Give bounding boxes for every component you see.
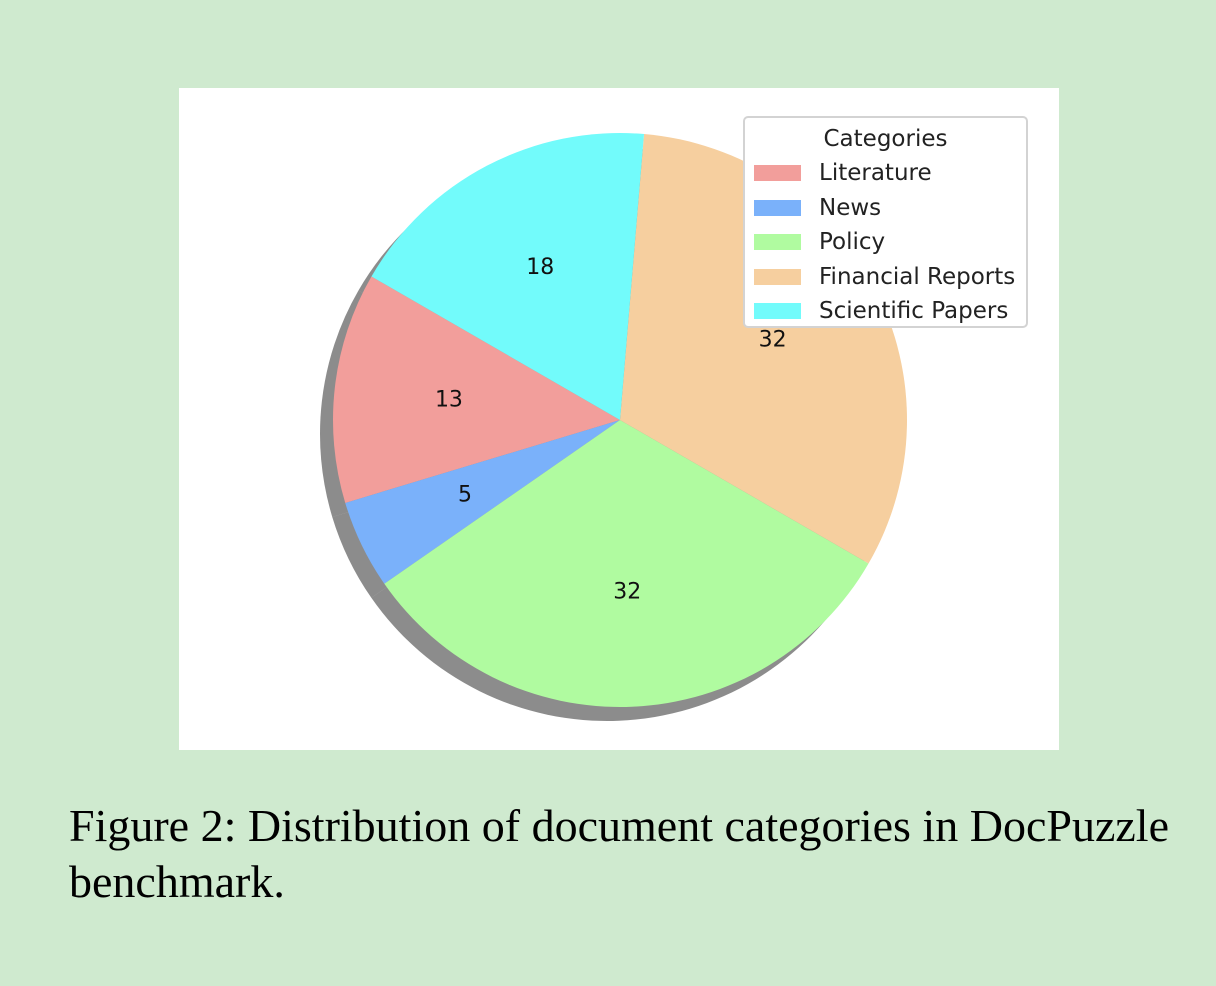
legend-label: Financial Reports xyxy=(819,263,1016,290)
legend-title: Categories xyxy=(823,126,948,152)
legend-swatch xyxy=(754,268,801,285)
pie-slice-news xyxy=(345,420,620,584)
legend-swatch xyxy=(754,234,801,251)
pie-value-label-scientific-papers: 18 xyxy=(526,255,554,280)
figure-caption: Figure 2: Distribution of document categ… xyxy=(69,800,1169,907)
pie-slice-policy xyxy=(384,420,869,707)
legend-item-policy: Policy xyxy=(754,229,886,256)
pie-slice-literature xyxy=(333,276,620,503)
legend-item-literature: Literature xyxy=(754,160,932,186)
legend-swatch xyxy=(754,165,801,181)
figure-panel: 13 5 32 32 18 Categories Literature News Polic… xyxy=(179,88,1059,750)
pie-value-label-policy: 32 xyxy=(613,580,641,605)
legend-label: Scientific Papers xyxy=(819,298,1009,325)
pie-value-label-news: 5 xyxy=(458,482,472,507)
pie-label-layer: 13 5 32 32 18 xyxy=(435,255,787,605)
legend-swatch xyxy=(754,199,801,216)
pie-value-label-financial-reports: 32 xyxy=(759,328,787,353)
legend: Categories Literature News Policy Financial… xyxy=(743,116,1028,328)
legend-item-scientific-papers: Scientific Papers xyxy=(754,298,1009,325)
pie-slice-scientific-papers xyxy=(371,133,645,420)
legend-label: News xyxy=(819,194,882,221)
legend-item-financial-reports: Financial Reports xyxy=(754,263,1016,290)
legend-label: Literature xyxy=(819,160,932,186)
legend-item-news: News xyxy=(754,194,882,221)
legend-swatch xyxy=(754,303,801,320)
pie-value-label-literature: 13 xyxy=(435,388,463,413)
legend-label: Policy xyxy=(819,229,886,256)
